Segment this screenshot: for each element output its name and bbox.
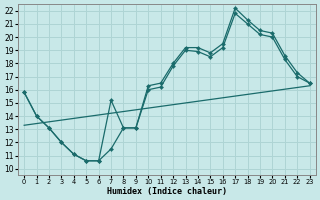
X-axis label: Humidex (Indice chaleur): Humidex (Indice chaleur): [107, 187, 227, 196]
